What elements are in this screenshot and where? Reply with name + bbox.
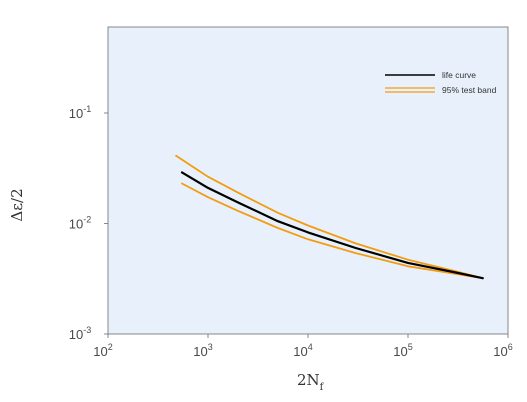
- x-tick-label-2: 104: [293, 342, 312, 359]
- y-tick-label-2: 10-1: [69, 104, 91, 121]
- series-layer: [175, 154, 484, 280]
- x-axis-ticks: 102 103 104 105 106: [93, 334, 513, 359]
- x-tick-label-4: 106: [493, 342, 512, 359]
- y-axis-title: Δε/2: [8, 188, 26, 221]
- x-tick-label-0: 102: [93, 342, 112, 359]
- x-axis-title-subscript: f: [320, 382, 325, 393]
- plot-area: [107, 26, 509, 335]
- x-tick-label-3: 105: [393, 342, 412, 359]
- y-axis-ticks: 10-3 10-2 10-1: [69, 104, 108, 342]
- y-tick-label-1: 10-2: [69, 214, 91, 231]
- legend-label-1: 95% test band: [442, 85, 497, 95]
- series-line-2: [181, 182, 484, 280]
- series-line-0: [180, 171, 484, 280]
- legend-label-0: life curve: [442, 70, 476, 80]
- series-line-1: [175, 154, 484, 280]
- x-tick-label-1: 103: [193, 342, 212, 359]
- x-axis-title: 2Nf: [297, 371, 325, 393]
- y-tick-label-0: 10-3: [69, 325, 91, 342]
- x-axis-title-base: 2N: [297, 371, 320, 389]
- legend: life curve 95% test band: [385, 70, 497, 95]
